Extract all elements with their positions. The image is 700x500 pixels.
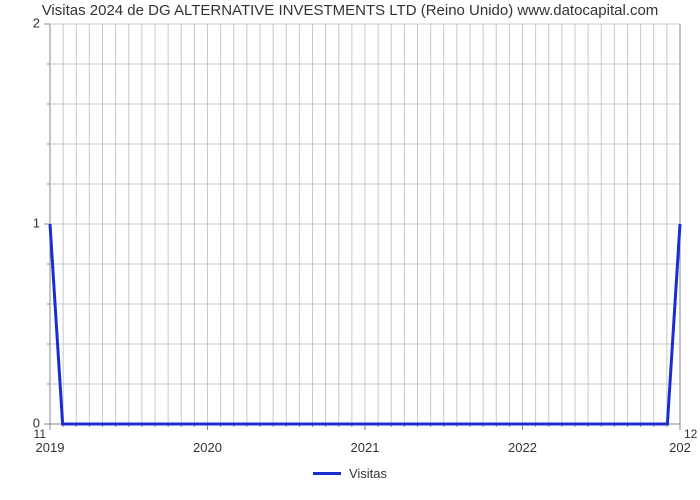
y-tick-label: 1 (33, 215, 40, 230)
line-chart: 01220192020202120222021112 (0, 0, 700, 500)
legend-label: Visitas (349, 466, 387, 481)
legend-swatch (313, 472, 341, 475)
x-tick-label: 2019 (36, 440, 65, 455)
x-tick-label: 2021 (351, 440, 380, 455)
x-tick-label: 2022 (508, 440, 537, 455)
x-sublabel-right: 12 (684, 427, 698, 441)
x-tick-label: 202 (669, 440, 691, 455)
chart-container: Visitas 2024 de DG ALTERNATIVE INVESTMEN… (0, 0, 700, 500)
x-tick-label: 2020 (193, 440, 222, 455)
chart-legend: Visitas (0, 466, 700, 481)
x-sublabel-left: 11 (34, 427, 47, 441)
y-tick-label: 2 (33, 15, 40, 30)
